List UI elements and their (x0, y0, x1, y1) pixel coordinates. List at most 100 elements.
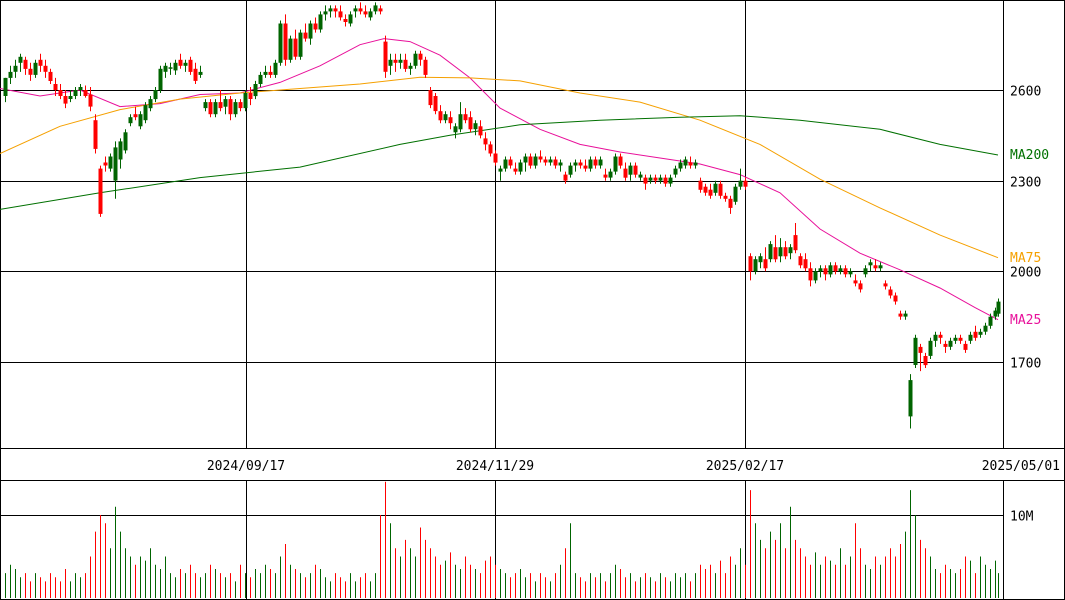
candle (613, 153, 618, 175)
candle-body (393, 59, 398, 63)
candle (523, 153, 528, 172)
candle-body (188, 59, 193, 72)
candle-body (458, 114, 463, 130)
candle (343, 14, 348, 27)
candle (213, 99, 218, 118)
candle (548, 156, 553, 166)
candle (803, 253, 808, 272)
candle (33, 59, 38, 78)
candle (728, 195, 733, 214)
candle-body (853, 280, 858, 284)
candle (953, 334, 958, 344)
candle (498, 165, 503, 181)
candle (673, 165, 678, 178)
candle (643, 174, 648, 190)
ma-line-ma75 (0, 76, 999, 259)
candle-body (948, 340, 953, 347)
candle (183, 59, 188, 72)
candle (718, 180, 723, 199)
candle-body (618, 156, 623, 166)
price-tick-label: 2600 (1010, 85, 1041, 100)
candle-body (468, 117, 473, 130)
candle (583, 159, 588, 172)
candle (8, 65, 13, 84)
candle-body (258, 74, 263, 84)
candle-body (48, 71, 53, 81)
candle (528, 153, 533, 169)
candle (918, 343, 923, 372)
moving-average-lines (0, 38, 999, 321)
candle (723, 192, 728, 202)
candle (348, 11, 353, 27)
candle (18, 53, 23, 72)
candle (333, 5, 338, 18)
candle-body (988, 316, 993, 326)
candle-body (403, 59, 408, 69)
candle (603, 168, 608, 181)
candle (658, 174, 663, 184)
candle-body (963, 343, 968, 350)
candle-body (873, 265, 878, 269)
candle (853, 274, 858, 287)
candle (518, 159, 523, 175)
candle-body (53, 84, 58, 90)
candle (908, 374, 913, 429)
candle-body (633, 165, 638, 175)
candle (573, 159, 578, 172)
candle-body (18, 56, 23, 63)
candle (598, 156, 603, 169)
candle (778, 238, 783, 263)
candle-body (348, 14, 353, 24)
candle (178, 53, 183, 69)
candle-body (198, 71, 203, 75)
candle-body (898, 313, 903, 317)
candle (983, 322, 988, 335)
candle (943, 340, 948, 353)
candle (963, 340, 968, 353)
candle-body (193, 68, 198, 81)
date-tick-label: 2024/09/17 (207, 459, 285, 474)
candle-body (43, 65, 48, 72)
candle-body (368, 11, 373, 18)
candle-body (33, 62, 38, 75)
candle-body (623, 168, 628, 178)
candle (83, 85, 88, 98)
candle-body (663, 177, 668, 184)
candle (308, 20, 313, 45)
candle (218, 90, 223, 112)
candle-body (223, 99, 228, 107)
candle-body (73, 90, 78, 96)
candle (678, 159, 683, 172)
candle (823, 265, 828, 281)
candle (763, 247, 768, 272)
candle-body (698, 180, 703, 190)
candle-body (993, 310, 998, 317)
candle-body (373, 5, 378, 12)
candle (608, 168, 613, 181)
candle-body (303, 32, 308, 39)
candle-body (563, 174, 568, 181)
candle-body (173, 62, 178, 71)
candle-body (768, 244, 773, 260)
candle (968, 331, 973, 344)
candle (28, 62, 33, 81)
candle (148, 96, 153, 112)
candle (258, 71, 263, 87)
candle (933, 331, 938, 347)
candle-body (78, 87, 83, 90)
candle (563, 171, 568, 184)
candle (283, 14, 288, 66)
candle-body (383, 41, 388, 72)
candle-body (443, 114, 448, 121)
candle-body (463, 114, 468, 121)
candle (843, 265, 848, 278)
candle-body (333, 8, 338, 12)
candle (413, 50, 418, 69)
candle-body (743, 180, 748, 187)
candle-body (538, 156, 543, 160)
candle (448, 111, 453, 130)
candle (888, 286, 893, 299)
candle-body (488, 144, 493, 154)
candle (948, 337, 953, 350)
candle (928, 337, 933, 359)
